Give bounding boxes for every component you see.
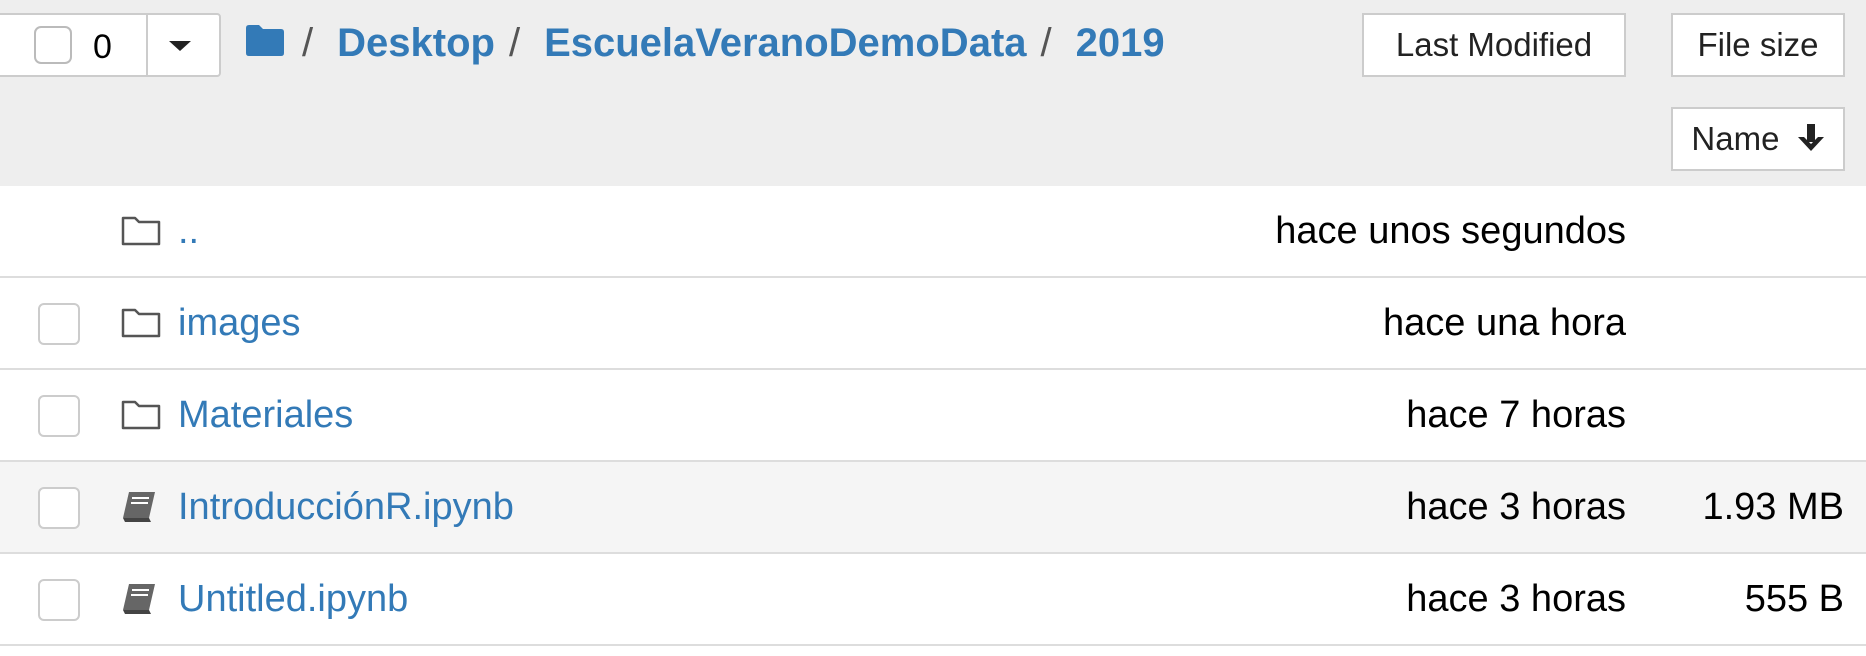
breadcrumb-separator: / (1040, 20, 1052, 65)
row-checkbox[interactable] (38, 303, 80, 345)
sort-name-label: Name (1691, 120, 1780, 157)
file-name-link[interactable]: IntroducciónR.ipynb (178, 486, 514, 528)
sort-name-button[interactable]: Name (1671, 107, 1845, 171)
breadcrumb-separator: / (302, 20, 314, 65)
file-name-link[interactable]: images (178, 302, 301, 344)
file-modified: hace 3 horas (1406, 486, 1626, 528)
select-all-group[interactable]: 0 (0, 13, 221, 77)
row-checkbox[interactable] (38, 395, 80, 437)
file-list-header: 0 / Desktop / EscuelaVeranoDemoData / 20… (0, 0, 1866, 188)
file-name-link[interactable]: Materiales (178, 394, 354, 436)
file-row[interactable]: IntroducciónR.ipynb hace 3 horas 1.93 MB (0, 462, 1866, 554)
folder-icon[interactable] (246, 24, 284, 56)
file-size: 1.93 MB (1702, 486, 1844, 528)
file-modified: hace una hora (1383, 302, 1626, 344)
breadcrumb-item-escuela[interactable]: EscuelaVeranoDemoData (544, 20, 1027, 65)
file-name-link[interactable]: .. (178, 210, 200, 252)
file-modified: hace 3 horas (1406, 578, 1626, 620)
notebook-icon (121, 490, 157, 529)
chevron-down-icon[interactable] (169, 41, 191, 51)
file-row[interactable]: .. hace unos segundos (0, 186, 1866, 278)
breadcrumb-item-2019[interactable]: 2019 (1075, 20, 1165, 65)
select-divider (146, 15, 148, 75)
breadcrumb-separator: / (508, 20, 521, 65)
breadcrumb: / Desktop / EscuelaVeranoDemoData / 2019 (246, 18, 1165, 68)
folder-icon (121, 398, 161, 435)
file-size: 555 B (1744, 578, 1844, 620)
file-row[interactable]: images hace una hora (0, 278, 1866, 370)
breadcrumb-item-desktop[interactable]: Desktop (337, 20, 495, 65)
notebook-icon (121, 582, 157, 621)
sort-last-modified-button[interactable]: Last Modified (1362, 13, 1626, 77)
sort-file-size-button[interactable]: File size (1671, 13, 1845, 77)
file-row[interactable]: Materiales hace 7 horas (0, 370, 1866, 462)
file-row[interactable]: Untitled.ipynb hace 3 horas 555 B (0, 554, 1866, 646)
folder-icon (121, 306, 161, 343)
file-modified: hace unos segundos (1275, 210, 1626, 252)
selected-count: 0 (93, 28, 112, 66)
file-name-link[interactable]: Untitled.ipynb (178, 578, 409, 620)
folder-open-icon (121, 214, 161, 251)
row-checkbox[interactable] (38, 487, 80, 529)
select-all-checkbox[interactable] (34, 26, 72, 64)
file-modified: hace 7 horas (1406, 394, 1626, 436)
arrow-down-icon (1797, 124, 1824, 152)
row-checkbox[interactable] (38, 579, 80, 621)
